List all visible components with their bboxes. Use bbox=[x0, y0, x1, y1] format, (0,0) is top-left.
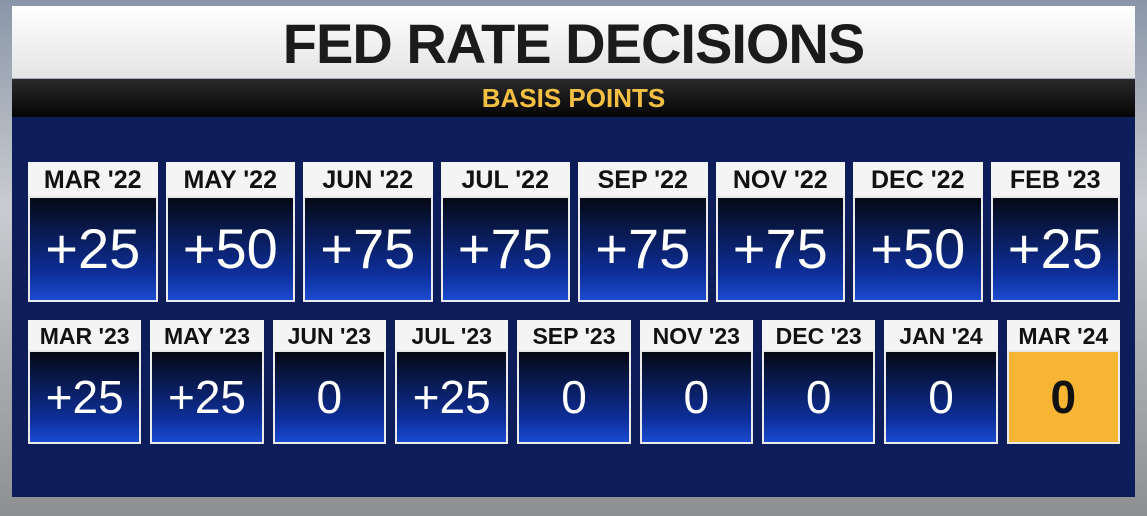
rate-tile: MAY '22 +50 bbox=[165, 162, 295, 302]
meeting-label: JUN '23 bbox=[272, 320, 386, 350]
rate-tile: JUN '23 0 bbox=[272, 320, 386, 444]
rate-tile: SEP '23 0 bbox=[517, 320, 631, 444]
meeting-label: JUN '22 bbox=[303, 162, 433, 196]
meeting-label: JUL '22 bbox=[440, 162, 570, 196]
meeting-label: MAR '22 bbox=[28, 162, 158, 196]
rate-value: +25 bbox=[28, 350, 142, 444]
rate-value: +25 bbox=[150, 350, 264, 444]
rate-value: +75 bbox=[715, 196, 845, 302]
meeting-label: MAY '23 bbox=[150, 320, 264, 350]
rate-tile: MAR '23 +25 bbox=[28, 320, 142, 444]
rate-tile: NOV '22 +75 bbox=[715, 162, 845, 302]
rate-value: 0 bbox=[884, 350, 998, 444]
rate-tile: JUL '23 +25 bbox=[395, 320, 509, 444]
title: FED RATE DECISIONS bbox=[12, 6, 1135, 78]
rate-tile: MAY '23 +25 bbox=[150, 320, 264, 444]
meeting-label: MAR '24 bbox=[1006, 320, 1120, 350]
meeting-label: DEC '23 bbox=[762, 320, 876, 350]
meeting-label: NOV '22 bbox=[715, 162, 845, 196]
rate-value: +75 bbox=[578, 196, 708, 302]
rate-value: 0 bbox=[1006, 350, 1120, 444]
rate-value: 0 bbox=[272, 350, 386, 444]
rate-value: +50 bbox=[853, 196, 983, 302]
meeting-label: FEB '23 bbox=[990, 162, 1120, 196]
rate-value: 0 bbox=[517, 350, 631, 444]
meeting-label: MAY '22 bbox=[165, 162, 295, 196]
rate-value: +25 bbox=[990, 196, 1120, 302]
rate-value: 0 bbox=[762, 350, 876, 444]
rate-value: +25 bbox=[28, 196, 158, 302]
rate-value: +50 bbox=[165, 196, 295, 302]
rate-tile: MAR '24 0 bbox=[1006, 320, 1120, 444]
rate-value: 0 bbox=[639, 350, 753, 444]
rate-value: +75 bbox=[303, 196, 433, 302]
rate-value: +75 bbox=[440, 196, 570, 302]
meeting-label: DEC '22 bbox=[853, 162, 983, 196]
rate-tile: JUL '22 +75 bbox=[440, 162, 570, 302]
meeting-label: NOV '23 bbox=[639, 320, 753, 350]
meeting-label: SEP '22 bbox=[578, 162, 708, 196]
meeting-label: JUL '23 bbox=[395, 320, 509, 350]
meeting-label: JAN '24 bbox=[884, 320, 998, 350]
rate-tile: JAN '24 0 bbox=[884, 320, 998, 444]
meeting-label: MAR '23 bbox=[28, 320, 142, 350]
rate-tile: JUN '22 +75 bbox=[303, 162, 433, 302]
rate-tile: DEC '23 0 bbox=[762, 320, 876, 444]
rate-value: +25 bbox=[395, 350, 509, 444]
meeting-label: SEP '23 bbox=[517, 320, 631, 350]
rate-tile: DEC '22 +50 bbox=[853, 162, 983, 302]
rate-tile: NOV '23 0 bbox=[639, 320, 753, 444]
rate-tile: FEB '23 +25 bbox=[990, 162, 1120, 302]
rate-tile: SEP '22 +75 bbox=[578, 162, 708, 302]
rate-tile: MAR '22 +25 bbox=[28, 162, 158, 302]
subtitle: BASIS POINTS bbox=[12, 79, 1135, 117]
